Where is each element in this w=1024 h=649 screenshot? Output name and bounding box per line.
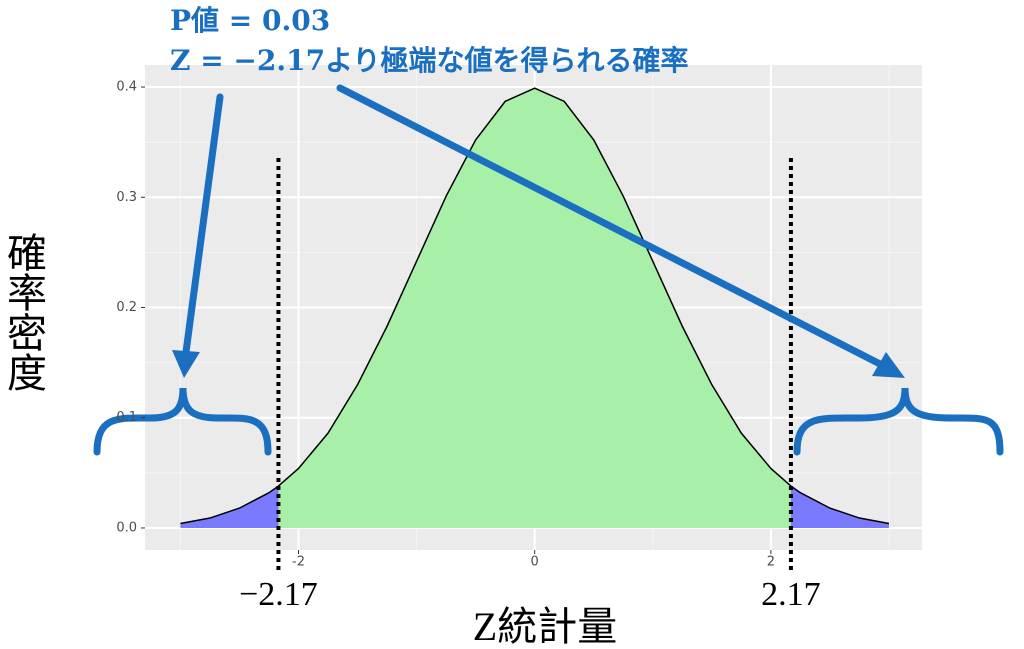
annotation: Z = −2.17より極端な値を得られる確率 — [170, 44, 689, 77]
brace — [793, 387, 1004, 456]
curve — [180, 87, 890, 525]
critical-label: 2.17 — [761, 576, 821, 613]
x-axis-label: Z統計量 — [473, 604, 617, 649]
arrow — [336, 84, 884, 368]
tail-area — [180, 486, 279, 528]
y-tick-label: 0.2 — [116, 300, 137, 315]
arrows — [93, 84, 1004, 456]
marks — [180, 87, 890, 528]
y-tick-label: 0.4 — [116, 80, 137, 95]
brace — [93, 387, 272, 456]
tail-area — [790, 486, 889, 528]
arrow — [182, 93, 224, 356]
x-tick-label: 0 — [531, 555, 539, 570]
y-tick-label: 0.0 — [116, 520, 137, 535]
y-tick-label: 0.1 — [116, 410, 137, 425]
x-tick-label: 2 — [767, 555, 775, 570]
critical-label: −2.17 — [239, 576, 318, 613]
annotation: P値 = 0.03 — [170, 4, 330, 37]
x-tick-label: -2 — [292, 555, 305, 570]
arrow-head — [872, 352, 905, 378]
y-axis-label: 確率密度 — [0, 232, 46, 392]
overlay: −2.17 2.17 — [239, 158, 821, 613]
y-tick-label: 0.3 — [116, 190, 137, 205]
arrow-head — [172, 350, 200, 378]
area — [180, 88, 889, 528]
